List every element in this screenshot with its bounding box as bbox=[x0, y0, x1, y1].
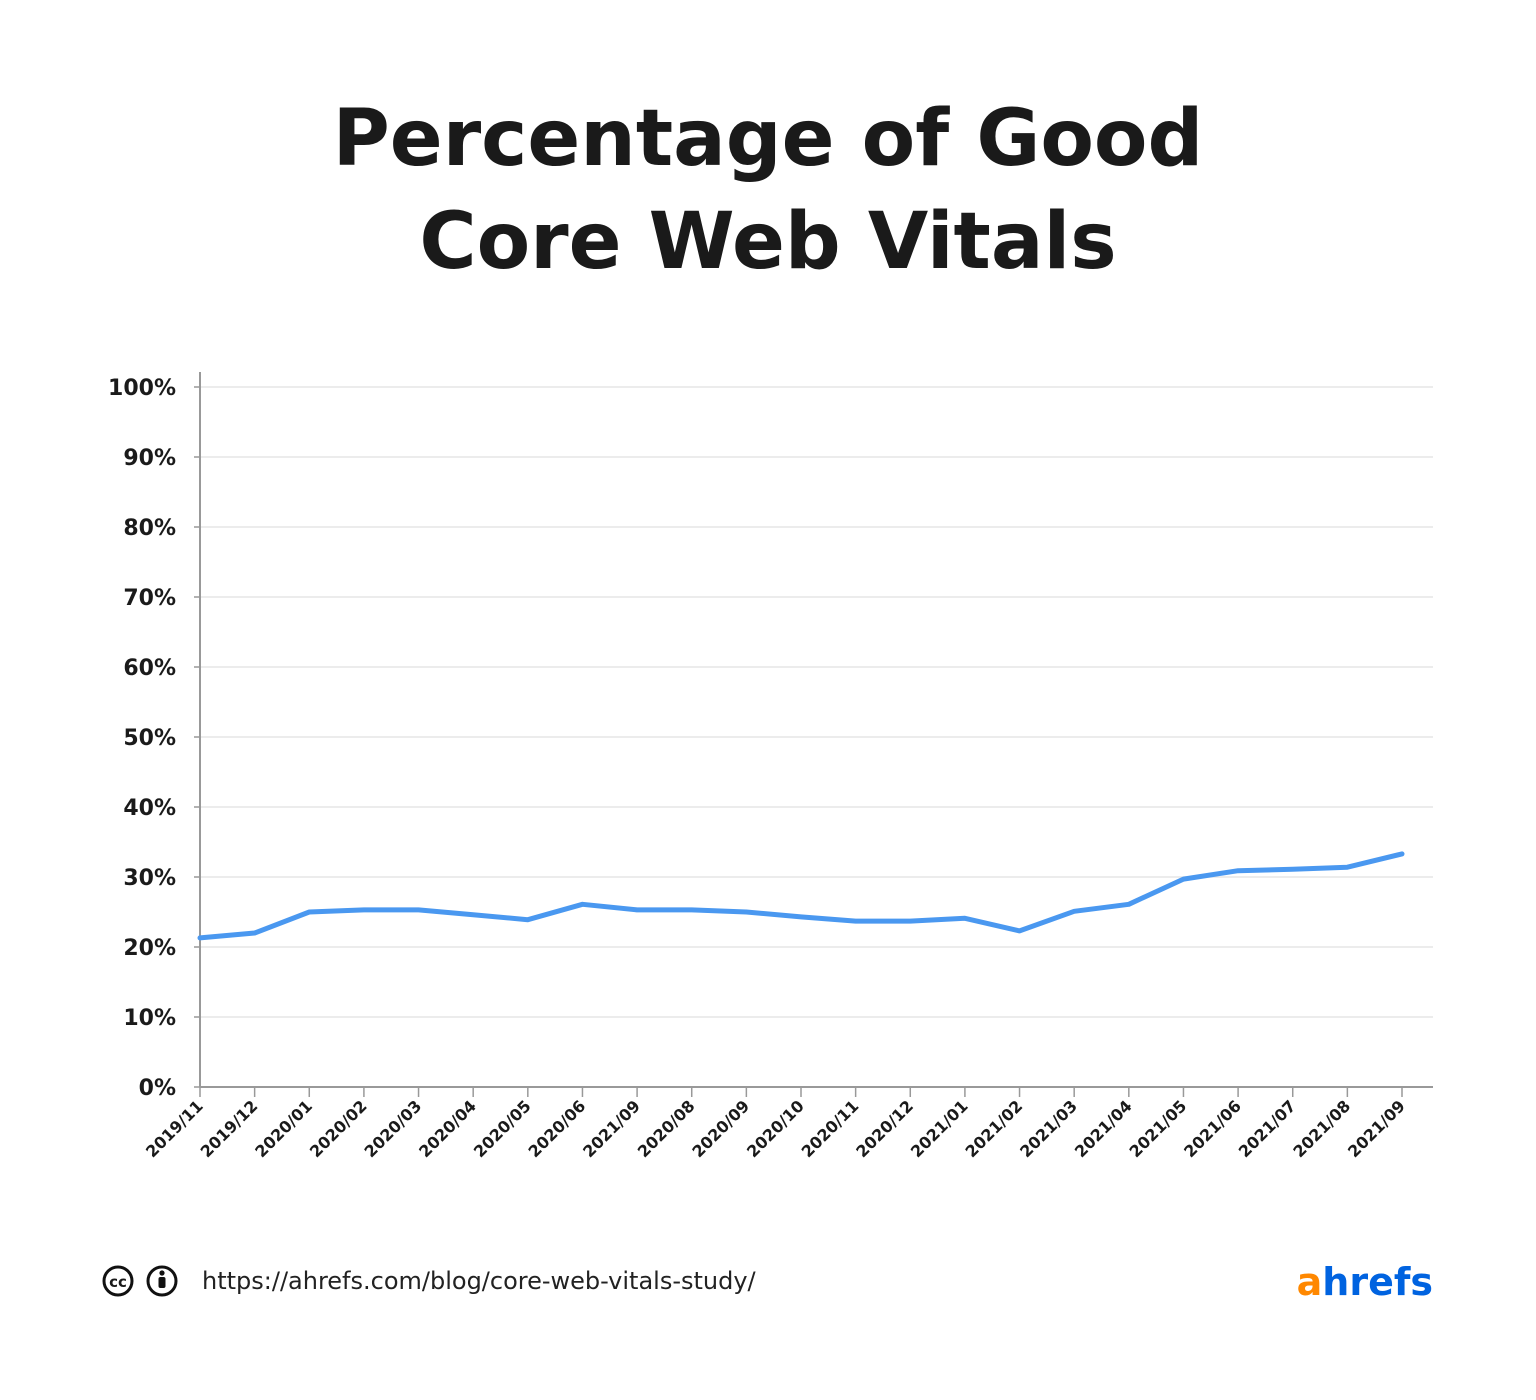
x-tick-label: 2021/01 bbox=[907, 1096, 972, 1161]
logo-part: a bbox=[1297, 1260, 1323, 1304]
y-tick-label: 50% bbox=[123, 726, 176, 751]
x-tick-label: 2019/11 bbox=[142, 1096, 207, 1161]
x-tick-label: 2020/03 bbox=[361, 1096, 426, 1161]
x-tick-label: 2021/09 bbox=[1344, 1096, 1409, 1161]
chart-title: Percentage of Good bbox=[333, 94, 1204, 184]
y-tick-label: 60% bbox=[123, 656, 176, 681]
x-tick-label: 2021/09 bbox=[579, 1096, 644, 1161]
y-tick-label: 30% bbox=[123, 866, 176, 891]
x-tick-label: 2021/08 bbox=[1289, 1096, 1354, 1161]
x-tick-label: 2021/02 bbox=[962, 1096, 1027, 1161]
x-tick-label: 2020/08 bbox=[634, 1096, 699, 1161]
x-tick-label: 2021/03 bbox=[1016, 1096, 1081, 1161]
source-url: https://ahrefs.com/blog/core-web-vitals-… bbox=[202, 1267, 757, 1295]
y-tick-label: 40% bbox=[123, 796, 176, 821]
y-tick-label: 10% bbox=[123, 1006, 176, 1031]
x-tick-label: 2020/01 bbox=[251, 1096, 316, 1161]
x-tick-label: 2020/11 bbox=[798, 1096, 863, 1161]
y-tick-label: 100% bbox=[108, 376, 176, 401]
y-tick-label: 20% bbox=[123, 936, 176, 961]
x-tick-label: 2020/04 bbox=[415, 1096, 480, 1161]
logo-part: hrefs bbox=[1322, 1260, 1433, 1304]
license-icons: cc bbox=[102, 1265, 178, 1297]
svg-text:cc: cc bbox=[109, 1273, 127, 1291]
x-tick-label: 2021/06 bbox=[1180, 1096, 1245, 1161]
x-tick-label: 2020/06 bbox=[524, 1096, 589, 1161]
y-tick-label: 80% bbox=[123, 516, 176, 541]
x-tick-label: 2020/05 bbox=[470, 1096, 535, 1161]
data-line bbox=[197, 851, 1405, 941]
chart-title: Core Web Vitals bbox=[419, 197, 1116, 287]
x-tick-label: 2019/12 bbox=[197, 1096, 262, 1161]
x-tick-label: 2020/10 bbox=[743, 1096, 808, 1161]
y-tick-label: 0% bbox=[139, 1076, 176, 1101]
y-tick-label: 90% bbox=[123, 446, 176, 471]
logo: ahrefs bbox=[1297, 1260, 1433, 1304]
x-tick-label: 2020/02 bbox=[306, 1096, 371, 1161]
x-tick-label: 2020/12 bbox=[852, 1096, 917, 1161]
x-tick-label: 2020/09 bbox=[688, 1096, 753, 1161]
x-tick-label: 2021/05 bbox=[1125, 1096, 1190, 1161]
x-tick-label: 2021/07 bbox=[1235, 1096, 1300, 1161]
x-tick-label: 2021/04 bbox=[1071, 1096, 1136, 1161]
y-tick-label: 70% bbox=[123, 586, 176, 611]
